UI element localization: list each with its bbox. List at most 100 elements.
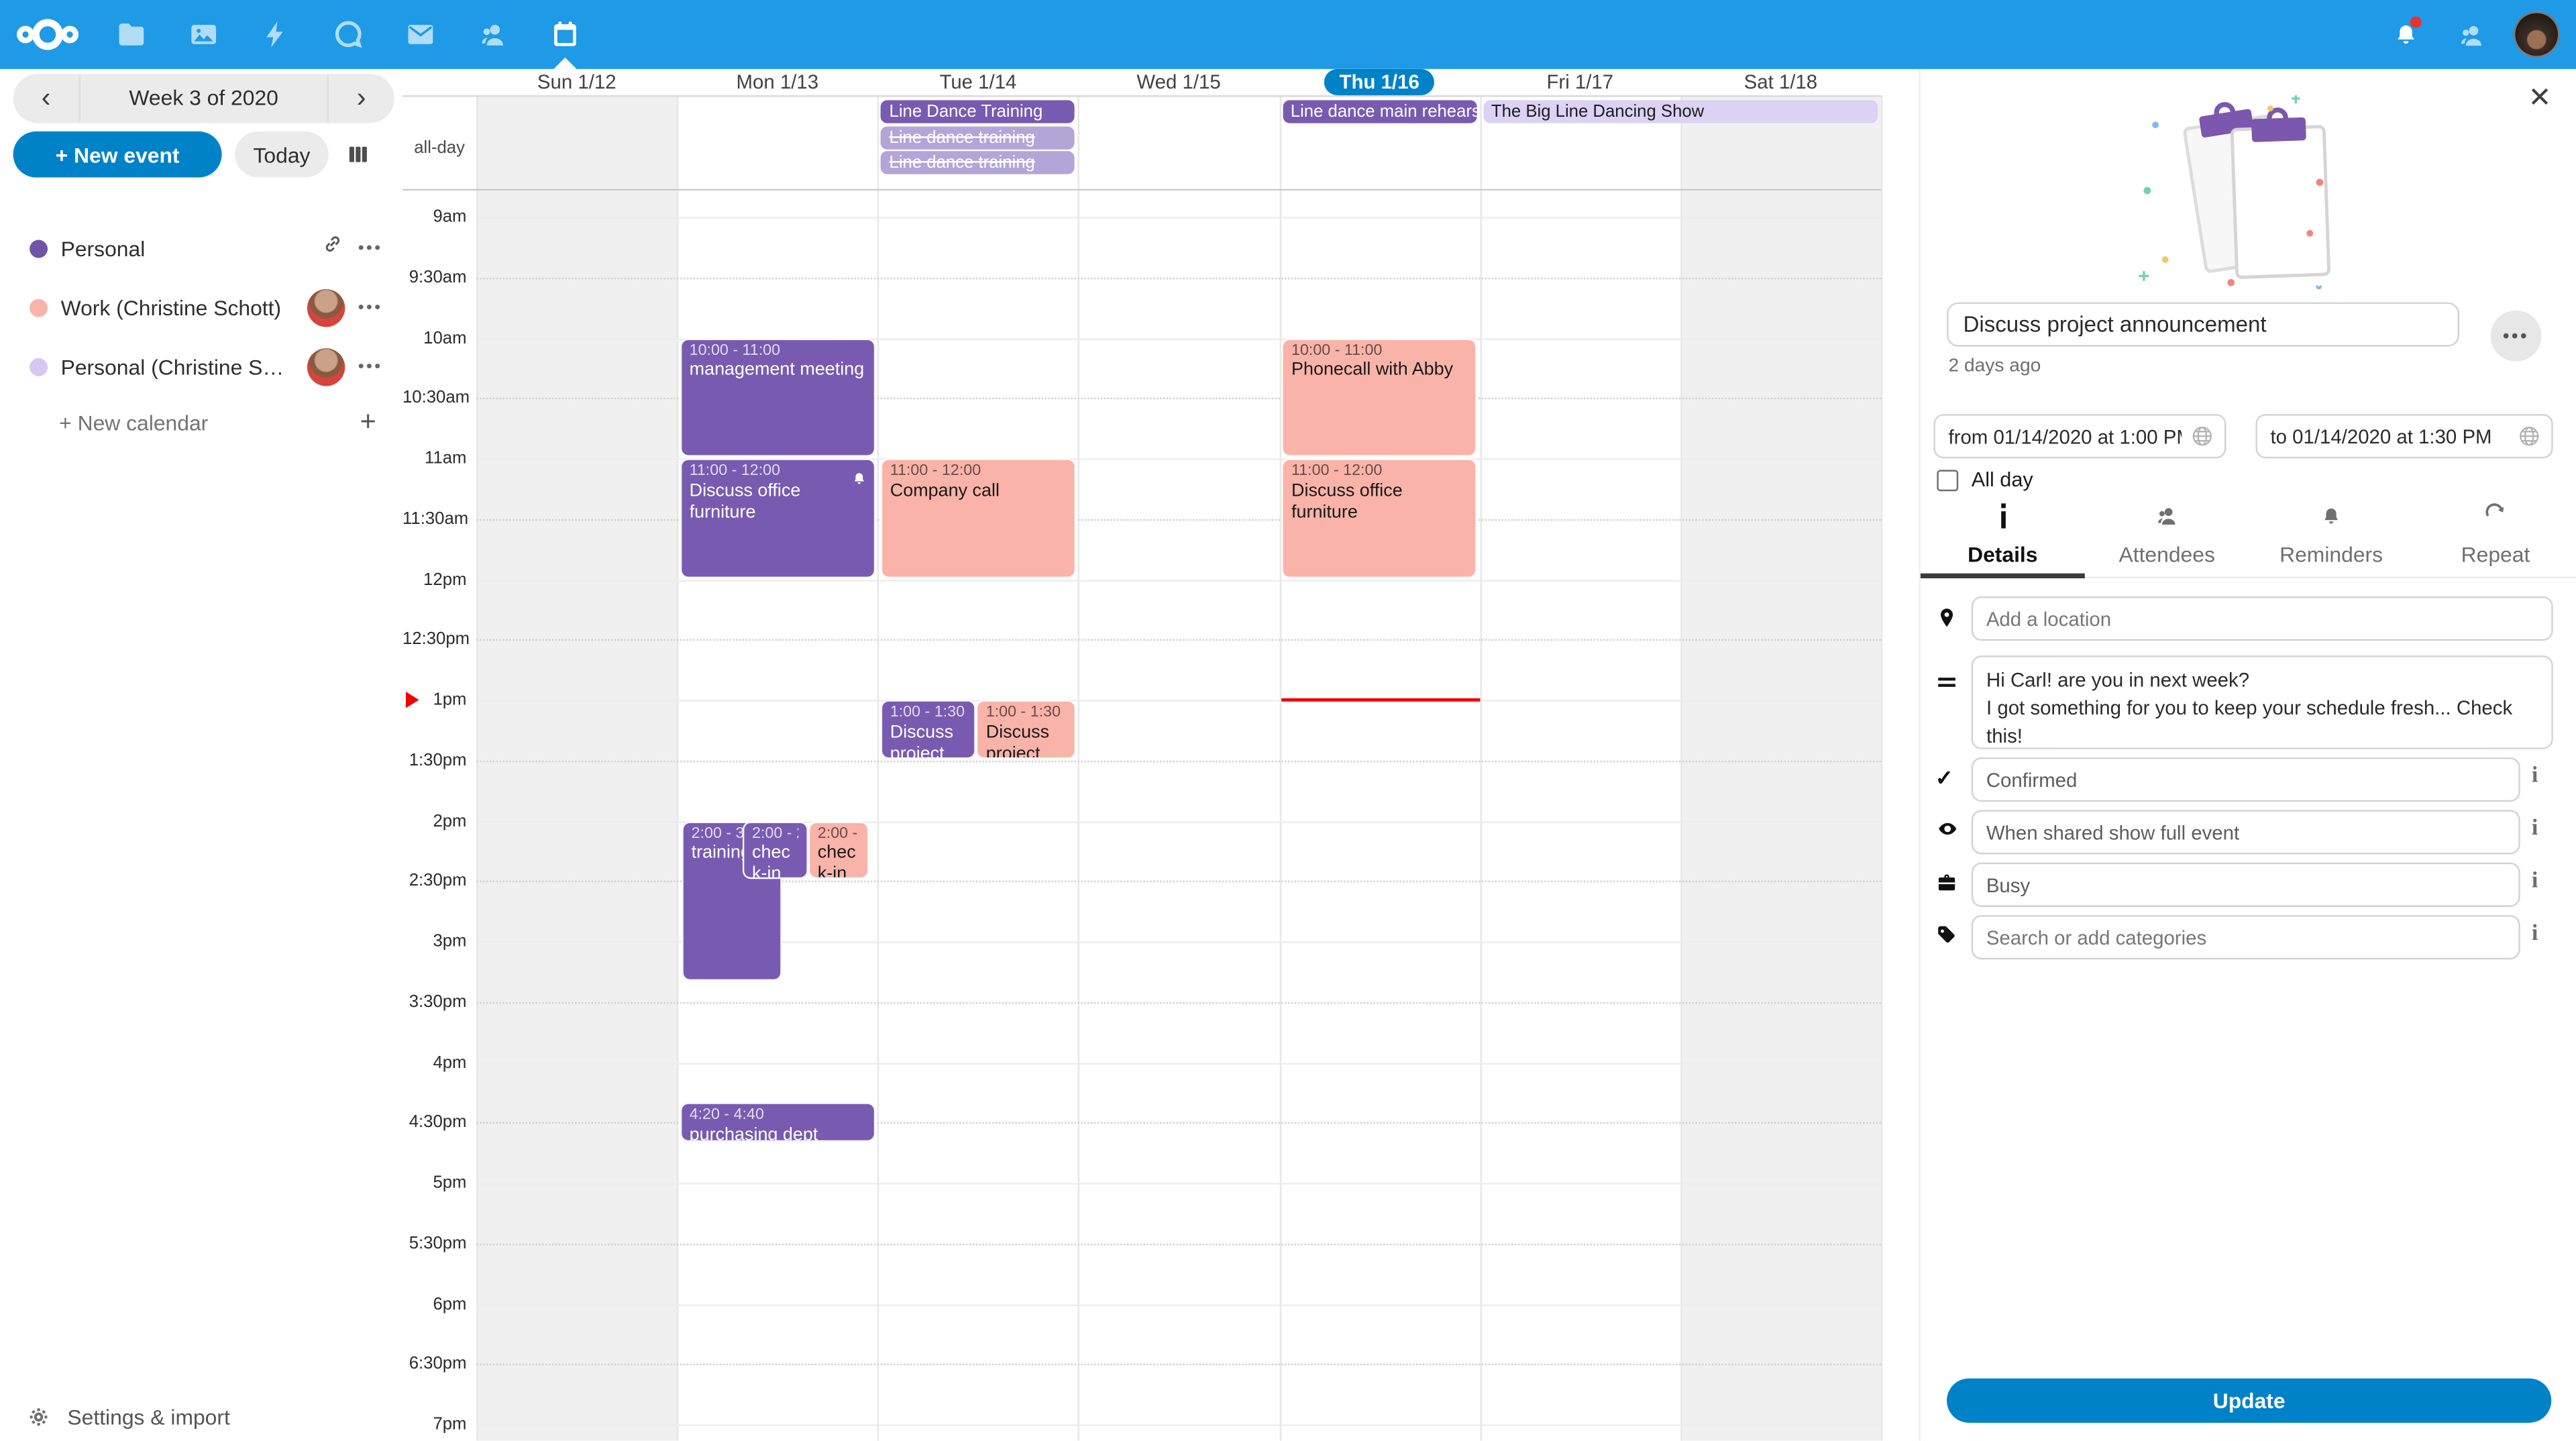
calendar-color-dot [30,357,48,376]
sidebar-calendar-1[interactable]: Personal ••• [0,219,402,278]
calendar-grid[interactable]: Sun 1/12 Mon 1/13 Tue 1/14 Wed 1/15 Thu 1/16… [402,68,1919,1441]
location-input[interactable] [1971,596,2553,641]
photos-app-icon[interactable] [168,0,240,69]
tab-reminders[interactable]: Reminders [2249,506,2414,576]
time-label: 9am [433,207,467,227]
previous-week-button[interactable]: ‹ [41,82,51,113]
today-header-pill[interactable]: Thu 1/16 [1324,68,1434,96]
event-time: 4:20 - 4:40 [689,1106,764,1124]
tab-label: Reminders [2279,542,2383,567]
close-icon[interactable]: ✕ [2528,82,2552,113]
grid-line [476,941,1882,943]
description-textarea[interactable]: Hi Carl! are you in next week? I got som… [1971,655,2553,749]
editor-tabs: Details Attendees Reminders Repeat [1920,503,2576,579]
info-icon[interactable]: i [2531,869,2538,894]
start-date-input[interactable] [1933,414,2226,459]
contacts-menu-icon[interactable] [2448,11,2494,58]
sidebar-calendar-2[interactable]: Work (Christine Schott) ••• [0,278,402,337]
week-navigation: ‹ Week 3 of 2020 › [13,74,394,123]
calendar-app-icon[interactable] [529,0,602,69]
timezone-globe-icon[interactable] [2190,424,2214,449]
nextcloud-logo-icon[interactable] [0,0,95,69]
event-card[interactable]: 11:00 - 12:00 Company call [880,458,1076,578]
talk-app-icon[interactable] [312,0,384,69]
event-menu-button[interactable]: ••• [2490,310,2542,362]
visibility-select[interactable] [1971,810,2520,855]
all-day-row: All day [1937,468,2033,491]
day-header[interactable]: Sat 1/18 [1743,70,1818,94]
grid-line [476,519,1882,521]
event-card[interactable]: 4:20 - 4:40 purchasing dept [679,1102,875,1141]
notification-dot [2408,15,2424,30]
all-day-event[interactable]: Line dance training [881,125,1075,149]
today-button[interactable]: Today [235,131,329,178]
reminder-bell-icon [851,465,867,497]
all-day-event[interactable]: Line Dance Training [881,100,1075,123]
weekend-shade [1680,95,1881,1441]
all-day-event[interactable]: The Big Line Dancing Show [1483,100,1878,123]
all-day-checkbox[interactable] [1937,469,1959,491]
timezone-globe-icon[interactable] [2517,424,2542,449]
next-week-button[interactable]: › [356,82,366,113]
user-avatar[interactable] [2513,11,2560,58]
activity-app-icon[interactable] [240,0,313,69]
day-header[interactable]: Sun 1/12 [537,70,616,94]
event-card[interactable]: 1:00 - 1:30 Discuss project [976,700,1076,759]
info-icon[interactable]: i [2531,921,2538,947]
view-mode-icon[interactable] [345,142,371,176]
event-title: purchasing dept [689,1124,818,1141]
event-card[interactable]: 2:00 - 2:30check-in [808,820,869,879]
busy-select[interactable] [1971,862,2520,907]
event-card[interactable]: 10:00 - 11:00 management meeting [679,337,875,457]
contacts-app-icon[interactable] [457,0,529,69]
mail-app-icon[interactable] [384,0,457,69]
calendar-menu-button[interactable]: ••• [358,298,383,317]
event-time: 1:00 - 1:30 [985,703,1061,722]
info-icon[interactable]: i [2531,816,2538,841]
files-app-icon[interactable] [95,0,168,69]
event-card[interactable]: 10:00 - 11:00 Phonecall with Abby [1281,337,1478,457]
check-icon: ✓ [1935,765,1953,790]
eye-icon [1935,818,1960,848]
day-header[interactable]: Thu 1/16 [1279,68,1480,96]
calendar-menu-button[interactable]: ••• [358,239,383,258]
event-card[interactable]: 2:00 - 2:30check-in [742,820,809,879]
calendar-menu-button[interactable]: ••• [358,357,383,376]
update-button[interactable]: Update [1947,1378,2552,1423]
new-event-button[interactable]: + New event [13,131,222,178]
categories-input[interactable] [1971,915,2520,960]
event-card[interactable]: 11:00 - 12:00 Discuss office furniture [1281,458,1478,578]
all-day-event[interactable]: Line dance main rehearsal [1282,100,1477,123]
share-link-icon[interactable] [321,231,345,264]
end-date-field[interactable] [2255,414,2553,459]
top-bar [0,0,2576,69]
settings-import-button[interactable]: Settings & import [0,1397,402,1436]
info-icon[interactable]: i [2531,763,2538,789]
event-title-input[interactable] [1947,302,2460,347]
week-label[interactable]: Week 3 of 2020 [78,75,329,122]
sidebar-calendar-3[interactable]: Personal (Christine Schott) ••• [0,337,402,396]
event-title: Discuss office furniture [1291,480,1403,523]
calendar-list: Personal ••• Work (Christine Schott) ••• Per… [0,219,402,396]
event-time: 11:00 - 12:00 [1291,462,1383,480]
event-time: 11:00 - 12:00 [689,462,781,480]
tab-repeat[interactable]: Repeat [2414,503,2576,576]
status-select[interactable] [1971,757,2520,802]
new-calendar-button[interactable]: + New calendar + [0,403,402,442]
event-time: 1:00 - 1:30 [890,703,965,722]
day-header[interactable]: Tue 1/14 [939,70,1017,94]
tab-attendees[interactable]: Attendees [2085,506,2249,576]
tag-icon [1935,923,1958,955]
tab-details[interactable]: Details [1920,503,2085,579]
end-date-input[interactable] [2255,414,2553,459]
time-label: 4:30pm [409,1112,467,1132]
day-header[interactable]: Mon 1/13 [736,70,819,94]
plus-icon[interactable]: + [360,405,376,437]
start-date-field[interactable] [1933,414,2226,459]
day-header[interactable]: Fri 1/17 [1546,70,1614,94]
all-day-event[interactable]: Line dance training [881,151,1075,175]
notifications-bell-icon[interactable] [2382,11,2428,58]
day-header[interactable]: Wed 1/15 [1136,70,1221,94]
event-card[interactable]: 11:00 - 12:00 Discuss office furniture [679,458,875,578]
